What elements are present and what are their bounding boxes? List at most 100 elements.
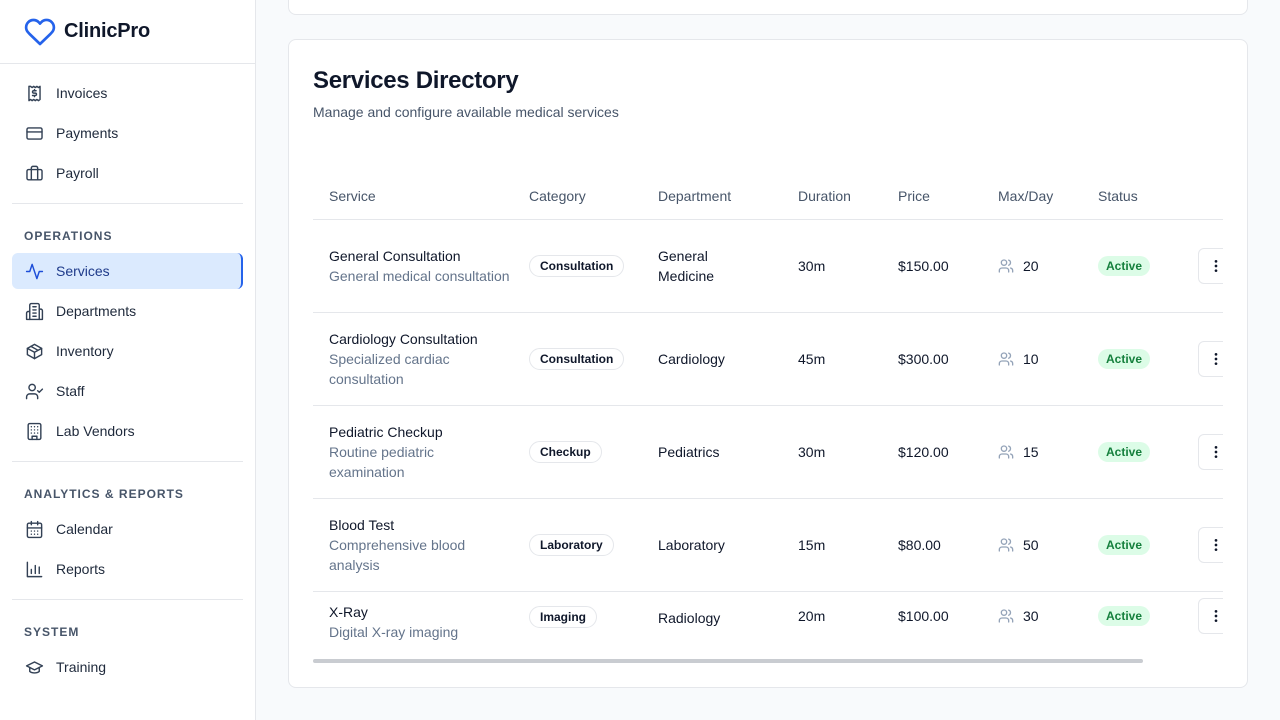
status-badge: Active xyxy=(1098,348,1151,369)
max-per-day: 10 xyxy=(1023,350,1039,367)
credit-card-icon xyxy=(24,123,44,143)
divider xyxy=(12,461,243,462)
heart-logo-icon xyxy=(24,18,56,45)
table-row[interactable]: General Consultation General medical cons… xyxy=(313,219,1223,313)
column-header-max-day[interactable]: Max/Day xyxy=(982,174,1082,220)
users-icon xyxy=(998,444,1014,459)
service-name: General Consultation xyxy=(329,247,461,264)
sidebar-item-label: Services xyxy=(56,263,110,279)
more-vertical-icon xyxy=(1214,352,1218,365)
sidebar-item-label: Invoices xyxy=(56,85,108,101)
sidebar-item-label: Calendar xyxy=(56,521,113,537)
section-label-analytics: ANALYTICS & REPORTS xyxy=(24,487,184,501)
column-header-department[interactable]: Department xyxy=(642,174,782,220)
more-vertical-icon xyxy=(1214,445,1218,458)
sidebar-item-label: Inventory xyxy=(56,343,114,359)
sidebar-item-payroll[interactable]: Payroll xyxy=(12,155,243,191)
section-label-operations: OPERATIONS xyxy=(24,229,113,243)
invoice-icon xyxy=(24,83,44,103)
department-cell: Laboratory xyxy=(658,536,725,553)
table-row[interactable]: Pediatric Checkup Routine pediatric exami… xyxy=(313,405,1223,499)
sidebar-item-lab-vendors[interactable]: Lab Vendors xyxy=(12,413,243,449)
service-name: Pediatric Checkup xyxy=(329,423,443,440)
package-icon xyxy=(24,341,44,361)
department-cell: Pediatrics xyxy=(658,443,720,460)
max-per-day: 50 xyxy=(1023,536,1039,553)
sidebar-item-label: Staff xyxy=(56,383,85,399)
more-vertical-icon xyxy=(1214,259,1218,272)
sidebar-item-reports[interactable]: Reports xyxy=(12,551,243,587)
main-content: Services Directory Manage and configure … xyxy=(256,0,1280,720)
max-per-day: 15 xyxy=(1023,443,1039,460)
nav-top-group: Invoices Payments Payroll xyxy=(0,64,255,191)
users-icon xyxy=(998,537,1014,552)
column-header-status[interactable]: Status xyxy=(1082,174,1182,220)
calendar-icon xyxy=(24,519,44,539)
row-actions-button[interactable] xyxy=(1198,433,1223,470)
column-header-category[interactable]: Category xyxy=(513,174,642,220)
sidebar-item-training[interactable]: Training xyxy=(12,649,243,685)
sidebar-item-departments[interactable]: Departments xyxy=(12,293,243,329)
sidebar: ClinicPro Invoices Payments Payroll OPER… xyxy=(0,0,256,720)
sidebar-item-inventory[interactable]: Inventory xyxy=(12,333,243,369)
service-description: Comprehensive blood analysis xyxy=(329,536,466,573)
section-label-system: SYSTEM xyxy=(24,625,80,639)
sidebar-item-staff[interactable]: Staff xyxy=(12,373,243,409)
activity-icon xyxy=(24,261,44,281)
divider xyxy=(12,203,243,204)
sidebar-item-invoices[interactable]: Invoices xyxy=(12,75,243,111)
row-actions-button[interactable] xyxy=(1198,597,1223,634)
horizontal-scrollbar[interactable] xyxy=(313,659,1143,663)
category-badge: Laboratory xyxy=(529,533,614,556)
category-badge: Consultation xyxy=(529,347,625,370)
status-badge: Active xyxy=(1098,605,1151,626)
price-cell: $80.00 xyxy=(882,498,982,592)
sidebar-item-label: Lab Vendors xyxy=(56,423,135,439)
category-badge: Imaging xyxy=(529,605,598,628)
service-name: X-Ray xyxy=(329,603,368,620)
category-badge: Checkup xyxy=(529,440,602,463)
sidebar-item-calendar[interactable]: Calendar xyxy=(12,511,243,547)
row-actions-button[interactable] xyxy=(1198,526,1223,563)
duration-cell: 20m xyxy=(798,607,826,624)
status-badge: Active xyxy=(1098,255,1151,276)
service-description: Digital X-ray imaging xyxy=(329,623,459,640)
table-header-row: Service Category Department Duration Pri… xyxy=(313,174,1223,220)
brand[interactable]: ClinicPro xyxy=(0,0,255,64)
users-icon xyxy=(998,608,1014,623)
status-badge: Active xyxy=(1098,534,1151,555)
users-icon xyxy=(998,351,1014,366)
sidebar-item-label: Payments xyxy=(56,125,119,141)
row-actions-button[interactable] xyxy=(1198,247,1223,284)
services-table: Service Category Department Duration Pri… xyxy=(313,174,1223,663)
price-cell: $150.00 xyxy=(882,219,982,313)
max-per-day: 20 xyxy=(1023,257,1039,274)
table-row[interactable]: X-Ray Digital X-ray imaging Imaging Radio… xyxy=(313,591,1223,663)
table-row[interactable]: Cardiology Consultation Specialized cardi… xyxy=(313,312,1223,406)
bar-chart-icon xyxy=(24,559,44,579)
brand-name: ClinicPro xyxy=(64,20,150,42)
services-table-container[interactable]: Service Category Department Duration Pri… xyxy=(313,174,1223,665)
row-actions-button[interactable] xyxy=(1198,340,1223,377)
office-building-icon xyxy=(24,421,44,441)
sidebar-item-label: Payroll xyxy=(56,165,99,181)
more-vertical-icon xyxy=(1214,609,1218,622)
service-description: Specialized cardiac consultation xyxy=(329,350,450,387)
building-icon xyxy=(24,301,44,321)
category-badge: Consultation xyxy=(529,254,625,277)
sidebar-item-payments[interactable]: Payments xyxy=(12,115,243,151)
previous-card xyxy=(288,0,1248,15)
column-header-duration[interactable]: Duration xyxy=(782,174,882,220)
department-cell: General Medicine xyxy=(658,247,715,284)
max-per-day: 30 xyxy=(1023,607,1039,624)
more-vertical-icon xyxy=(1214,538,1218,551)
page-subtitle: Manage and configure available medical s… xyxy=(313,104,619,120)
sidebar-item-services[interactable]: Services xyxy=(12,253,243,289)
column-header-price[interactable]: Price xyxy=(882,174,982,220)
service-description: General medical consultation xyxy=(329,267,510,284)
column-header-service[interactable]: Service xyxy=(313,174,513,220)
duration-cell: 15m xyxy=(782,498,882,592)
table-row[interactable]: Blood Test Comprehensive blood analysis L… xyxy=(313,498,1223,592)
service-name: Blood Test xyxy=(329,516,395,533)
department-cell: Radiology xyxy=(658,609,721,626)
